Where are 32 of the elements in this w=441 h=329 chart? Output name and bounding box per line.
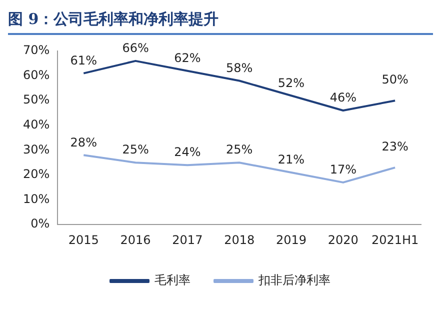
data-label: 66%: [122, 41, 149, 56]
data-label: 24%: [174, 145, 201, 160]
data-label: 46%: [330, 90, 356, 105]
y-tick-label: 40%: [23, 118, 50, 132]
data-label: 61%: [70, 53, 97, 68]
data-label: 50%: [382, 72, 408, 87]
data-label: 25%: [226, 142, 253, 157]
data-label: 58%: [226, 60, 253, 75]
data-label: 62%: [174, 50, 201, 65]
legend-label: 毛利率: [154, 273, 190, 288]
x-tick-label: 2020: [328, 232, 358, 247]
data-label: 25%: [122, 142, 149, 157]
x-tick-label: 2015: [68, 232, 99, 247]
y-tick-label: 0%: [30, 216, 50, 231]
x-tick-label: 2018: [224, 232, 255, 247]
y-tick-label: 70%: [23, 43, 50, 58]
data-label: 21%: [278, 152, 305, 167]
y-tick-label: 60%: [23, 68, 50, 82]
chart-title: 图 9：公司毛利率和净利率提升: [8, 10, 433, 35]
legend-label: 扣非后净利率: [258, 273, 330, 288]
x-tick-label: 2017: [172, 232, 203, 247]
y-tick-label: 10%: [23, 192, 50, 206]
data-label: 23%: [382, 140, 408, 154]
data-label: 52%: [278, 76, 305, 90]
data-label: 17%: [330, 162, 356, 177]
y-tick-label: 20%: [23, 167, 50, 182]
x-tick-label: 2021H1: [371, 232, 419, 247]
x-tick-label: 2019: [276, 232, 307, 247]
data-label: 28%: [70, 135, 97, 150]
y-tick-label: 50%: [23, 92, 50, 107]
x-tick-label: 2016: [120, 232, 151, 247]
y-tick-label: 30%: [23, 142, 50, 156]
